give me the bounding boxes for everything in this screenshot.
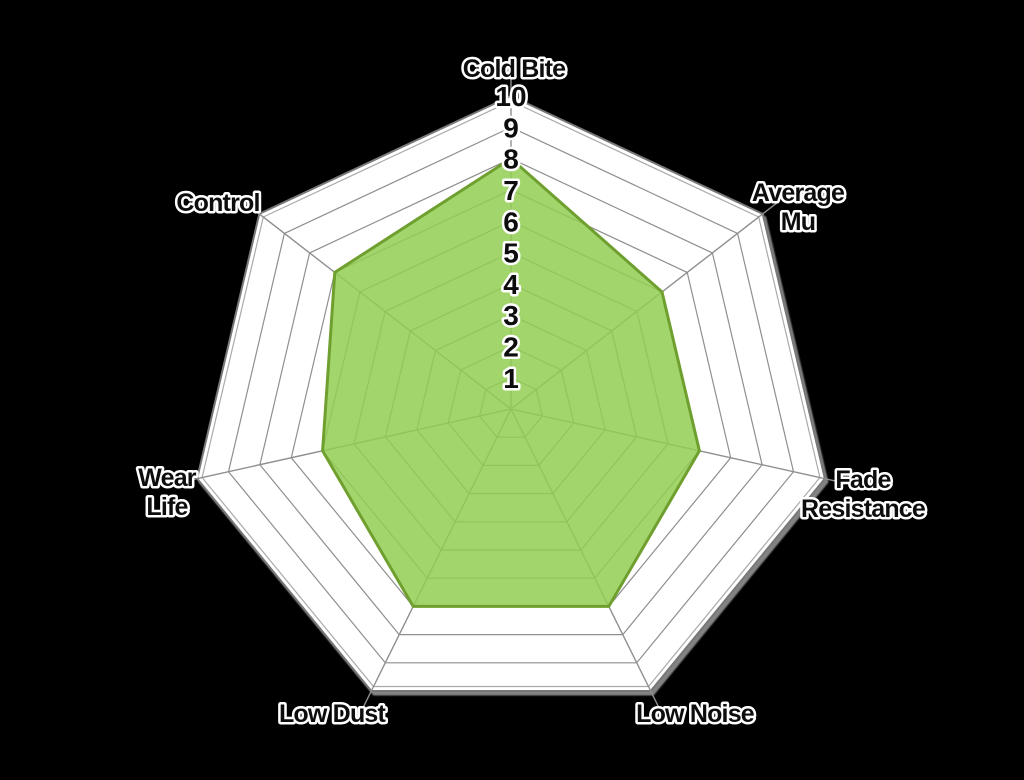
radar-grid-ring [227,126,795,664]
scale-tick-label-3: 3 [503,300,519,331]
radar-outer-ring-echo [201,100,821,688]
svg-text:Fade: Fade [835,466,891,494]
scale-tick-label-9: 9 [503,112,519,143]
svg-text:Resistance: Resistance [801,495,926,523]
axis-label-cold-bite: Cold Bite [460,53,569,86]
svg-text:Average: Average [752,179,845,207]
axis-label-low-noise: Low Noise [634,698,759,731]
svg-text:Mu: Mu [781,208,816,236]
svg-text:Cold Bite: Cold Bite [463,55,566,83]
scale-tick-label-1: 1 [503,363,519,394]
svg-text:Life: Life [146,493,188,521]
svg-text:Low Dust: Low Dust [279,700,387,728]
svg-text:Low Noise: Low Noise [636,700,755,728]
scale-tick-label-5: 5 [503,238,519,269]
scale-tick-label-8: 8 [503,144,519,175]
radar-grid-ring [259,157,763,636]
scale-tick-label-4: 4 [503,269,519,300]
svg-text:Control: Control [176,189,259,217]
svg-text:Wear: Wear [138,464,197,492]
radar-data-polygon [321,156,701,608]
axis-label-low-dust: Low Dust [276,698,389,731]
scale-tick-label-10: 10 [495,81,526,112]
scale-tick-label-2: 2 [503,332,519,363]
scale-tick-label-7: 7 [503,175,519,206]
scale-tick-label-6: 6 [503,206,519,237]
axis-label-control: Control [174,187,263,220]
